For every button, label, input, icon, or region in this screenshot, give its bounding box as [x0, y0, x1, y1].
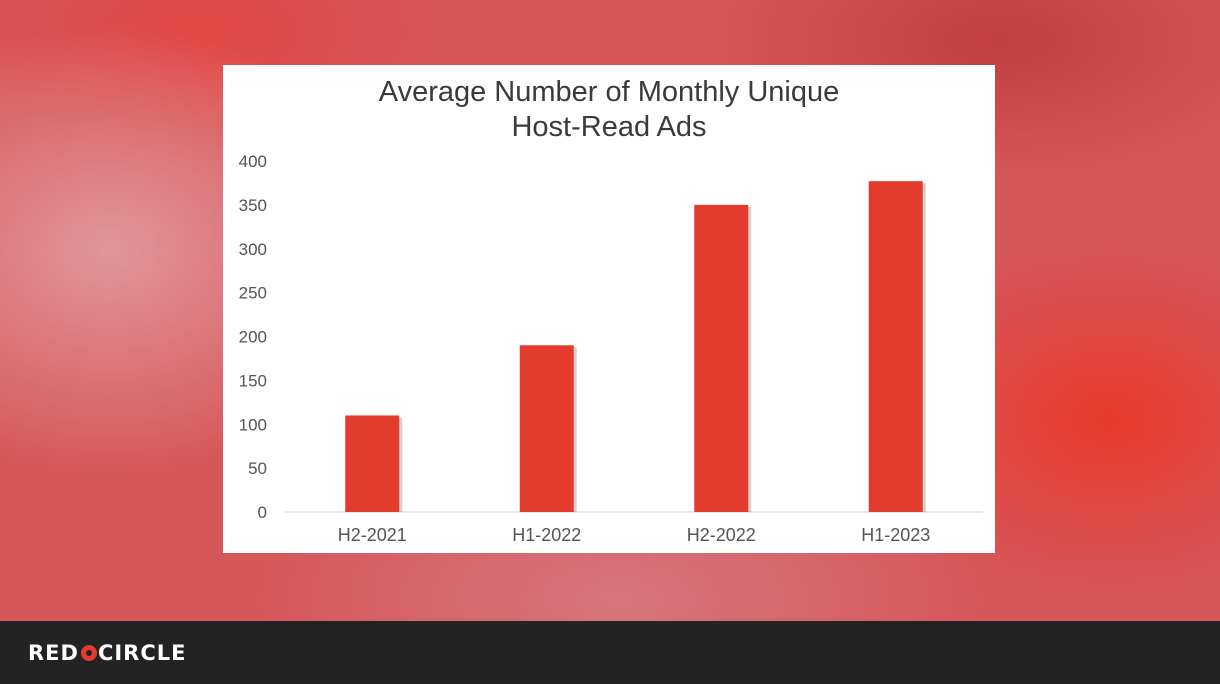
bar-H1-2022: [519, 345, 574, 512]
y-tick-label: 300: [239, 240, 267, 259]
y-tick-label: 400: [239, 152, 267, 171]
y-tick-label: 200: [239, 328, 267, 347]
y-tick-label: 50: [248, 459, 267, 478]
circle-logo-icon: [80, 645, 97, 661]
x-tick-label: H2-2022: [687, 525, 756, 545]
y-tick-label: 0: [258, 503, 267, 522]
chart-card: Average Number of Monthly Unique Host-Re…: [223, 65, 995, 553]
x-tick-label: H1-2022: [512, 525, 581, 545]
bar-H1-2023: [868, 181, 923, 512]
y-tick-label: 100: [239, 415, 267, 434]
footer-bar: RED CIRCLE: [0, 621, 1220, 684]
y-tick-label: 150: [239, 371, 267, 390]
background: Average Number of Monthly Unique Host-Re…: [223, 65, 995, 553]
chart-title: Average Number of Monthly Unique Host-Re…: [378, 76, 840, 143]
bar-chart: 0 50 100 150 200 250 300 350 400 H2-2021 H1-2022 H2…: [239, 152, 983, 545]
x-tick-label: H2-2021: [338, 525, 407, 545]
logo-text-red: RED: [28, 641, 79, 665]
bar-H2-2022: [694, 204, 749, 512]
bar-H2-2021: [345, 415, 400, 512]
x-tick-label: H1-2023: [861, 525, 930, 545]
redcircle-logo[interactable]: RED CIRCLE: [28, 641, 187, 665]
logo-text-circle: CIRCLE: [97, 641, 187, 665]
y-tick-label: 350: [239, 196, 267, 215]
y-tick-label: 250: [239, 284, 267, 303]
